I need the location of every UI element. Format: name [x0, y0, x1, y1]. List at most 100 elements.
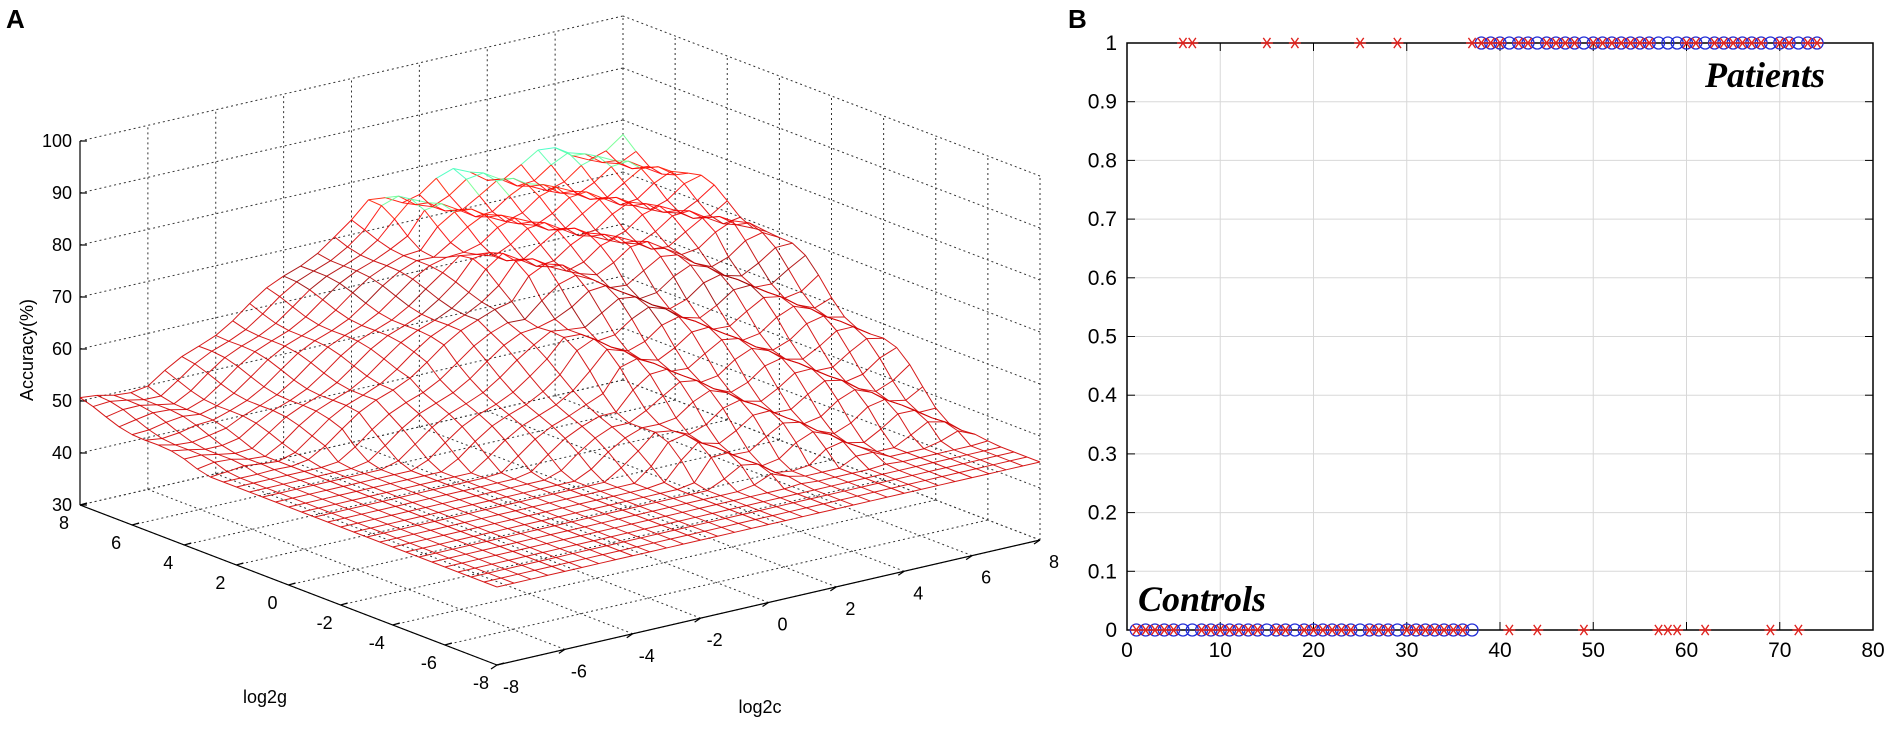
surface-mesh-line [288, 506, 302, 513]
surface-mesh-line [395, 501, 413, 507]
surface-mesh-line [721, 522, 739, 528]
surface-mesh-line [361, 312, 380, 326]
surface-mesh-line [601, 298, 620, 314]
surface-mesh-line [455, 258, 474, 283]
surface-mesh-line [660, 256, 675, 277]
surface-mesh-line [520, 326, 539, 334]
surface-mesh-line [498, 510, 516, 516]
circle-point [1661, 36, 1675, 50]
surface-mesh-line [636, 182, 655, 200]
surface-mesh-line [577, 437, 596, 454]
surface-mesh-line [262, 496, 276, 503]
y-tick-label: 0.1 [1088, 560, 1117, 583]
surface-mesh-line [429, 494, 447, 500]
surface-mesh-line [330, 476, 348, 482]
surface-mesh-line [525, 551, 543, 557]
surface-mesh-line [472, 504, 486, 511]
surface-mesh-line [516, 538, 534, 543]
surface-mesh-line [653, 542, 667, 549]
surface-mesh-line [373, 483, 391, 488]
x-tick-label: 10 [1209, 639, 1232, 662]
surface-mesh-line [474, 441, 489, 458]
surface-mesh-line [483, 172, 501, 180]
surface-mesh-line [519, 501, 533, 508]
surface-mesh-line [669, 308, 683, 318]
surface-mesh-line [669, 506, 683, 513]
surface-mesh-line [495, 180, 510, 197]
surface-mesh-line [802, 358, 817, 372]
surface-mesh-line [922, 386, 937, 409]
surface-mesh-line [465, 392, 484, 405]
surface-mesh-line [235, 447, 253, 454]
surface-mesh-line [563, 181, 578, 195]
surface-mesh-line [494, 519, 512, 525]
surface-mesh-line [612, 422, 630, 428]
surface-mesh-line [412, 502, 426, 508]
surface-mesh-line [435, 177, 450, 196]
surface-mesh-line [840, 499, 854, 506]
surface-mesh-line [489, 496, 507, 502]
surface-mesh-line [348, 508, 362, 515]
surface-mesh-line [746, 297, 764, 312]
surface-mesh-line [431, 413, 450, 428]
surface-mesh-line [340, 522, 358, 528]
surface-mesh-line [901, 404, 916, 411]
surface-mesh-line [412, 265, 430, 280]
asterisk-point [1288, 37, 1301, 49]
surface-mesh-line [580, 155, 599, 166]
surface-mesh-line [879, 357, 894, 381]
surface-mesh-line [331, 508, 349, 514]
surface-mesh-line [467, 481, 481, 488]
surface-mesh-line [313, 260, 331, 272]
surface-mesh-line [498, 514, 512, 521]
surface-mesh-line [382, 270, 401, 287]
y-tick-label: 1 [1105, 32, 1117, 55]
surface-mesh-line [489, 500, 503, 507]
surface-mesh-line [488, 214, 502, 218]
surface-mesh-line [302, 394, 321, 406]
surface-mesh-line [772, 511, 790, 517]
surface-mesh-line [714, 231, 729, 258]
surface-mesh-line [405, 551, 419, 558]
surface-mesh-line [1005, 465, 1024, 471]
surface-mesh-line [679, 381, 694, 403]
surface-mesh-line [618, 518, 632, 525]
surface-mesh-line [581, 415, 600, 427]
surface-mesh-line [572, 553, 586, 560]
surface-mesh-line [339, 270, 357, 284]
surface-mesh-line [173, 390, 192, 405]
surface-mesh-line [441, 471, 455, 478]
surface-mesh-line [199, 405, 218, 415]
surface-mesh-line [465, 403, 480, 415]
surface-mesh-line [579, 499, 597, 505]
surface-mesh-line [605, 509, 623, 515]
surface-mesh-line [746, 311, 761, 334]
surface-mesh-line [484, 472, 502, 479]
surface-mesh-line [864, 477, 879, 484]
surface-mesh-line [161, 438, 176, 446]
surface-mesh-line [750, 496, 764, 503]
surface-mesh-line [510, 244, 524, 260]
surface-mesh-line [306, 388, 321, 396]
asterisk-point [1811, 37, 1824, 49]
surface-mesh-line [369, 495, 383, 502]
surface-mesh-line [510, 228, 528, 245]
surface-mesh-line [648, 306, 663, 326]
surface-mesh-line [789, 339, 804, 360]
surface-mesh-line [655, 231, 669, 247]
surface-mesh-line [794, 368, 812, 374]
surface-mesh-line [412, 498, 430, 503]
surface-mesh-line [550, 530, 568, 536]
surface-mesh-line [343, 254, 361, 267]
surface-mesh-line [105, 409, 124, 418]
surface-mesh-line [695, 320, 709, 328]
surface-mesh-line [674, 347, 689, 369]
surface-mesh-line [818, 274, 832, 298]
surface-mesh-line [400, 329, 419, 343]
g-tick-label: 4 [163, 553, 173, 573]
surface-mesh-line [643, 496, 657, 503]
surface-mesh-line [687, 368, 702, 383]
surface-mesh-line [268, 432, 283, 444]
surface-mesh-line [681, 254, 695, 264]
surface-mesh-line [875, 391, 890, 402]
